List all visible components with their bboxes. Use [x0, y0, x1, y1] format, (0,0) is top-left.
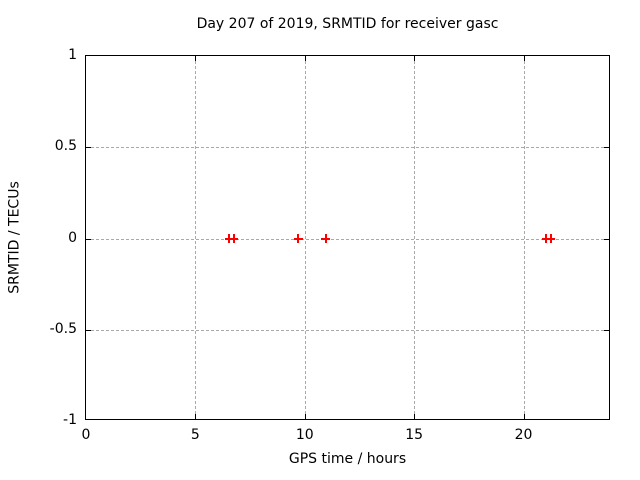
data-point-marker: [293, 234, 303, 243]
plus-icon: [232, 234, 235, 243]
y-tick-right: [604, 238, 609, 240]
y-tick-label: 0: [68, 229, 77, 246]
x-tick-label: 0: [81, 427, 91, 443]
y-tick-label: 1: [68, 47, 77, 63]
x-tick-bottom: [195, 414, 197, 419]
y-tick-right: [604, 329, 609, 331]
gridline-x-15: [414, 56, 416, 419]
plus-icon: [297, 234, 300, 243]
y-tick-right: [604, 147, 609, 149]
x-tick-label: 20: [514, 427, 533, 443]
x-tick-top: [414, 56, 416, 61]
x-tick-label: 15: [405, 427, 424, 443]
y-tick-left: [86, 329, 91, 331]
gridline-x-10: [304, 56, 306, 419]
x-tick-label: 10: [295, 427, 314, 443]
x-tick-top: [523, 56, 525, 61]
data-point-marker: [229, 234, 239, 243]
x-tick-top: [195, 56, 197, 61]
gridline-y--0.5: [86, 329, 609, 331]
y-axis-title: SRMTID / TECUs: [6, 181, 23, 294]
chart-title: Day 207 of 2019, SRMTID for receiver gas…: [196, 16, 499, 32]
plus-icon: [324, 234, 327, 243]
y-tick-label: 0.5: [54, 138, 77, 155]
y-tick-left: [86, 147, 91, 149]
x-tick-label: 5: [190, 427, 200, 443]
gridline-x-5: [195, 56, 197, 419]
x-tick-top: [304, 56, 306, 61]
x-tick-bottom: [523, 414, 525, 419]
gridline-x-20: [523, 56, 525, 419]
data-point-marker: [321, 234, 331, 243]
gridline-y-0: [86, 238, 609, 240]
x-axis-title: GPS time / hours: [288, 451, 407, 467]
x-tick-bottom: [414, 414, 416, 419]
y-tick-label: -1: [63, 412, 77, 428]
y-tick-left: [86, 238, 91, 240]
y-tick-label: -0.5: [49, 320, 77, 337]
x-tick-bottom: [304, 414, 306, 419]
data-point-marker: [546, 234, 556, 243]
plus-icon: [549, 234, 552, 243]
plot-area: 0 5 10 15 20 -1 -0.5 0 0.5 1: [50, 47, 610, 443]
gridline-y-0.5: [86, 147, 609, 149]
